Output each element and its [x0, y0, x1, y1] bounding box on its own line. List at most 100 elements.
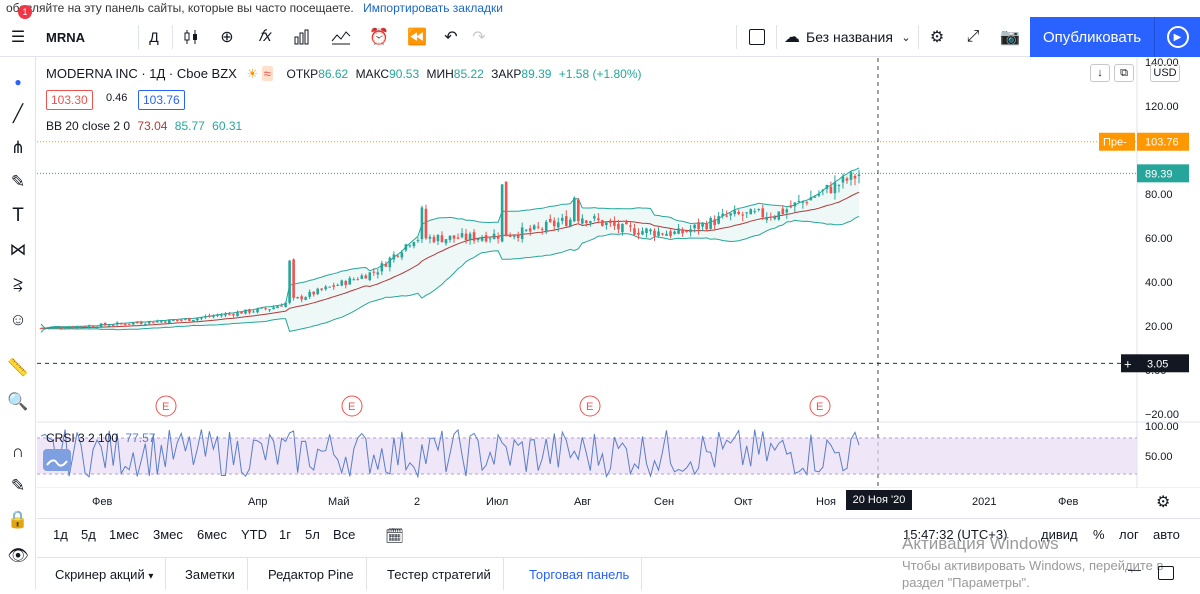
candle-body	[404, 244, 408, 251]
smile-icon[interactable]: ☺	[9, 310, 27, 329]
range-0[interactable]: 1д	[53, 527, 68, 542]
price-chart[interactable]: 140.00120.0080.0060.0040.0020.000.00−20.…	[37, 58, 1200, 488]
clock-display[interactable]: 15:47:32 (UTC+3)	[903, 527, 1008, 542]
camera-icon[interactable]: 📷	[1000, 29, 1020, 46]
cursor-dot-icon[interactable]: ●	[14, 75, 22, 89]
candle-body	[316, 288, 319, 295]
tab-notes[interactable]: Заметки	[173, 558, 248, 590]
range-8[interactable]: Все	[333, 527, 356, 542]
ruler-icon[interactable]: 📏	[7, 358, 29, 377]
maximize-icon[interactable]: ⧉	[1114, 64, 1134, 82]
candle-body	[340, 280, 344, 286]
candle-body	[51, 327, 55, 329]
ask-button[interactable]: 103.76	[138, 90, 185, 110]
chevron-down-icon[interactable]: ⌄	[901, 31, 911, 44]
candle-body	[681, 230, 684, 234]
pattern-icon[interactable]: ⋈	[9, 240, 27, 259]
candle-body	[400, 252, 404, 258]
zoom-in-icon[interactable]: 🔍	[7, 392, 29, 411]
settings-gear-icon[interactable]: ⚙	[1156, 494, 1171, 511]
candle-body	[67, 327, 71, 329]
import-bookmarks-link[interactable]: Импортировать закладки	[363, 1, 503, 15]
menu-icon[interactable]: ☰	[10, 29, 26, 46]
range-7[interactable]: 5л	[305, 527, 320, 542]
crsi-tick: 100.00	[1145, 421, 1179, 433]
tab-stock-screener[interactable]: Скринер акций ▾	[43, 558, 167, 590]
symbol-search[interactable]: MRNA	[46, 29, 85, 45]
indicators-icon[interactable]: 𝑓x	[258, 28, 272, 45]
eye-icon[interactable]: 👁	[7, 546, 29, 565]
undo-icon[interactable]: ↶	[444, 29, 458, 46]
candle-body	[520, 227, 524, 240]
price-tick: 120.00	[1145, 101, 1179, 113]
auto-toggle[interactable]: авто	[1153, 527, 1180, 542]
lock-icon[interactable]: 🔒	[7, 510, 29, 529]
trendline-icon[interactable]: ╱	[12, 104, 24, 123]
maximize-panel-icon[interactable]	[1158, 566, 1174, 580]
range-6[interactable]: 1г	[279, 527, 291, 542]
pre-market-price-tag	[1137, 132, 1189, 151]
publish-button[interactable]: Опубликовать	[1030, 17, 1154, 57]
financials-icon[interactable]	[288, 21, 318, 53]
time-axis-label: 2021	[972, 496, 997, 508]
candle-body	[436, 235, 440, 242]
replay-icon[interactable]: ⏪	[407, 29, 427, 46]
pitchfork-icon[interactable]: ⋔	[10, 138, 26, 157]
dividends-toggle[interactable]: дивид	[1041, 527, 1078, 542]
price-tick: −20.00	[1145, 409, 1179, 421]
candle-body	[617, 223, 620, 230]
candle-body	[236, 312, 239, 317]
candle-body	[573, 197, 576, 222]
earnings-marker	[579, 395, 601, 417]
minimize-panel-icon[interactable]: —	[1128, 562, 1141, 577]
fullscreen-box-icon[interactable]	[744, 21, 770, 53]
range-2[interactable]: 1мес	[109, 527, 139, 542]
templates-icon[interactable]	[326, 21, 356, 53]
candle-body	[164, 321, 167, 323]
candle-body	[488, 238, 492, 240]
candle-body	[669, 231, 672, 236]
percent-toggle[interactable]: %	[1093, 527, 1105, 542]
interval-button[interactable]: Д	[149, 29, 159, 45]
candle-body	[348, 278, 352, 285]
magnet-icon[interactable]: ∩	[11, 442, 25, 461]
crsi-logo-icon	[43, 449, 71, 471]
layout-name[interactable]: Без названия	[806, 29, 893, 45]
time-axis-label: Авг	[574, 496, 592, 508]
tab-pine-editor[interactable]: Редактор Pine	[256, 558, 367, 590]
crsi-tick: 50.00	[1145, 451, 1173, 463]
candle-body	[43, 328, 47, 330]
log-toggle[interactable]: лог	[1119, 527, 1139, 542]
candles-icon[interactable]	[176, 21, 206, 53]
candle-body	[276, 306, 279, 309]
tab-trading-panel[interactable]: Торговая панель	[517, 558, 643, 590]
prediction-icon[interactable]: ⥸	[13, 274, 23, 293]
candle-body	[833, 182, 837, 194]
price-tick: 60.00	[1145, 233, 1173, 245]
compare-icon[interactable]: ⊕	[220, 29, 234, 46]
range-5[interactable]: YTD	[241, 527, 267, 542]
redo-icon[interactable]: ↷	[472, 29, 486, 46]
pre-market-tag	[1099, 132, 1135, 151]
play-button[interactable]: ▶	[1154, 17, 1200, 57]
range-4[interactable]: 6мес	[197, 527, 227, 542]
candle-body	[452, 235, 456, 239]
currency-button[interactable]: USD	[1150, 64, 1180, 82]
date-range-calendar-icon[interactable]: 🗓	[385, 528, 405, 545]
bid-button[interactable]: 103.30	[46, 90, 93, 110]
arrow-down-icon[interactable]: ↓	[1090, 64, 1110, 82]
candle-body	[673, 231, 676, 234]
candle-body	[324, 286, 327, 290]
chevron-down-icon: ▾	[148, 571, 154, 582]
tab-strategy-tester[interactable]: Тестер стратегий	[375, 558, 504, 590]
expand-icon[interactable]: ⤢	[966, 28, 980, 45]
alert-icon[interactable]: ⏰	[369, 29, 389, 46]
brush-icon[interactable]: ✎	[10, 172, 26, 191]
range-1[interactable]: 5д	[81, 527, 96, 542]
range-3[interactable]: 3мес	[153, 527, 183, 542]
lock-drawings-icon[interactable]: ✎	[10, 476, 26, 495]
top-toolbar: ☰ MRNA Д ⊕ 𝑓x ⏰ ⏪ ↶ ↷ ☁ Без названия ⌄ ⚙…	[0, 17, 1200, 57]
gear-icon[interactable]: ⚙	[929, 29, 945, 46]
candle-body	[328, 286, 332, 288]
text-tool-icon[interactable]: T	[12, 205, 24, 226]
